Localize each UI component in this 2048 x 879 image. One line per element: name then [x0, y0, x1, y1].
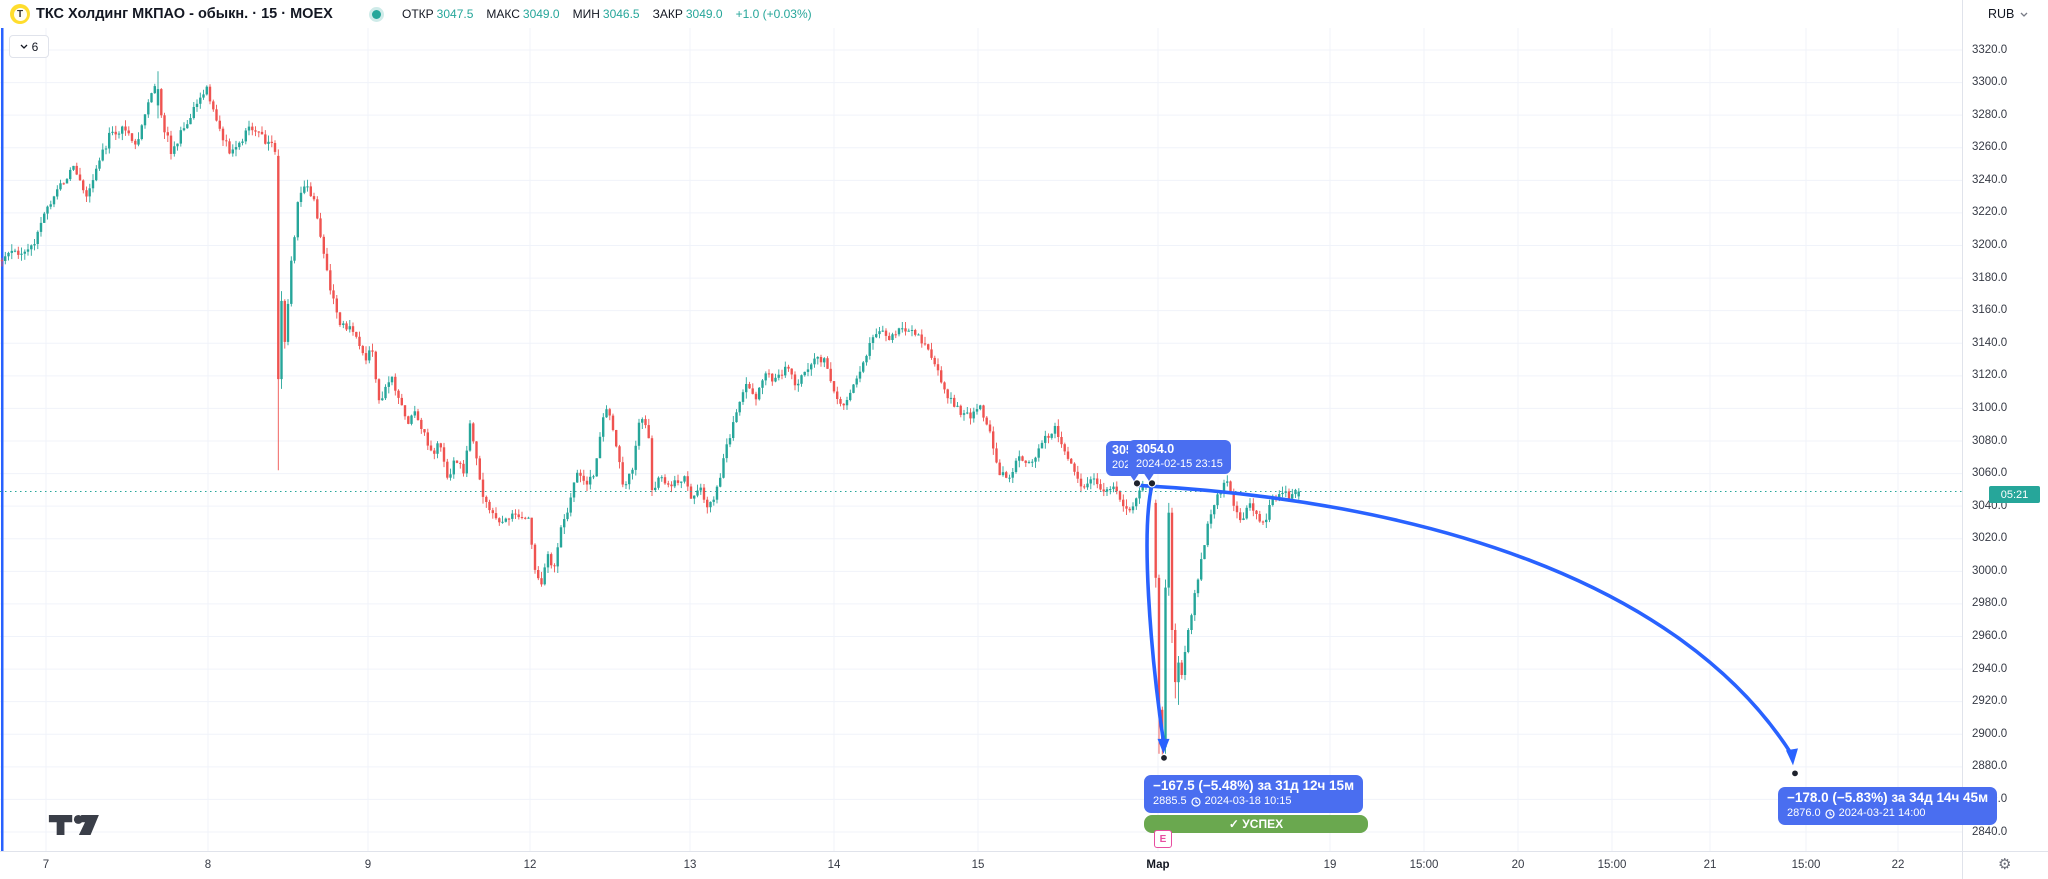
price-tick-label: 3080.0 [1972, 434, 2008, 447]
object-count: 6 [31, 39, 39, 54]
price-tick-label: 3300.0 [1972, 76, 2008, 89]
prediction-arc-2 [1135, 483, 1798, 766]
price-tick-label: 2880.0 [1972, 760, 2008, 773]
time-tick-label: 7 [42, 859, 50, 871]
ohlc-close: ЗАКР 3049.0 [652, 7, 723, 21]
axis-settings-gear-icon[interactable]: ⚙ [1998, 856, 2012, 873]
ohlc-high: МАКС 3049.0 [486, 7, 560, 21]
symbol-title[interactable]: ТКС Холдинг МКПАО - обыкн. · 15 · MOEX [36, 6, 333, 22]
ohlc-open: ОТКР 3047.5 [402, 7, 474, 21]
time-tick-label: 22 [1891, 859, 1905, 871]
ohlc-row: ОТКР 3047.5 МАКС 3049.0 МИН 3046.5 ЗАКР … [402, 7, 812, 21]
price-tick-label: 3160.0 [1972, 304, 2008, 317]
price-tick-label: 3320.0 [1972, 43, 2008, 56]
price-tick-label: 2920.0 [1972, 695, 2008, 708]
price-tick-label: 2840.0 [1972, 825, 2008, 838]
object-tree-button[interactable]: 6 [9, 35, 49, 58]
bar-countdown-label: 05:21 [1989, 486, 2040, 503]
target1-detail: 2885.5 2024-03-18 10:15 [1153, 794, 1292, 807]
prediction-success-badge[interactable]: ✓ УСПЕХ [1144, 815, 1368, 833]
tradingview-logo[interactable] [40, 815, 120, 835]
time-tick-label: 13 [683, 859, 697, 871]
prediction-arc-1 [1145, 483, 1170, 754]
earnings-event-flag[interactable]: E [1154, 830, 1172, 848]
time-tick-label: 14 [827, 859, 841, 871]
price-tick-label: 3120.0 [1972, 369, 2008, 382]
prediction-start-callout[interactable]: 3054.0 2024-02-15 23:15 [1128, 440, 1231, 475]
target2-change: −178.0 (−5.83%) за 34д 14ч 45м [1787, 790, 1989, 805]
clock-icon [1825, 809, 1835, 819]
start-price: 3054.0 [1136, 442, 1175, 456]
arc-end-dot [1791, 769, 1799, 778]
callout-pointer [1128, 472, 1140, 481]
prediction-target1-callout[interactable]: −167.5 (−5.48%) за 31д 12ч 15м 2885.5 20… [1144, 775, 1364, 813]
price-change: +1.0 (+0.03%) [735, 7, 812, 21]
time-tick-label: Мар [1146, 859, 1170, 871]
price-tick-label: 2980.0 [1972, 597, 2008, 610]
price-tick-label: 3180.0 [1972, 271, 2008, 284]
price-tick-label: 3060.0 [1972, 467, 2008, 480]
start-datetime: 2024-02-15 23:15 [1136, 457, 1223, 470]
price-tick-label: 2900.0 [1972, 727, 2008, 740]
market-status-dot-icon[interactable] [372, 10, 381, 19]
chevron-down-icon [2020, 12, 2028, 17]
time-tick-label: 8 [204, 859, 212, 871]
currency-label: RUB [1988, 7, 2015, 21]
price-tick-label: 2960.0 [1972, 630, 2008, 642]
currency-selector[interactable]: RUB [1988, 7, 2028, 21]
time-tick-label: 15:00 [1597, 859, 1627, 871]
price-tick-label: 3240.0 [1972, 173, 2008, 186]
candlestick-series [0, 71, 1300, 761]
time-tick-label: 19 [1323, 859, 1337, 871]
price-tick-label: 3140.0 [1972, 336, 2008, 349]
time-tick-label: 15 [971, 859, 985, 871]
price-tick-label: 3280.0 [1972, 108, 2008, 121]
price-tick-label: 2940.0 [1972, 662, 2008, 675]
clock-icon [1191, 797, 1201, 807]
price-tick-label: 3100.0 [1972, 401, 2008, 414]
symbol-logo-icon[interactable]: T [10, 4, 30, 24]
ohlc-low: МИН 3046.5 [572, 7, 640, 21]
callout-pointer [1143, 472, 1155, 481]
price-tick-label: 3220.0 [1972, 206, 2008, 219]
price-tick-label: 3020.0 [1972, 532, 2008, 545]
time-tick-label: 21 [1703, 859, 1717, 871]
prediction-target2-callout[interactable]: −178.0 (−5.83%) за 34д 14ч 45м 2876.0 20… [1778, 787, 1998, 825]
chevron-down-icon [20, 44, 28, 49]
time-tick-label: 12 [523, 859, 537, 871]
time-tick-label: 20 [1511, 859, 1525, 871]
target2-detail: 2876.0 2024-03-21 14:00 [1787, 806, 1926, 819]
time-tick-label: 15:00 [1409, 859, 1439, 871]
price-tick-label: 3260.0 [1972, 141, 2008, 154]
price-tick-label: 3000.0 [1972, 564, 2008, 577]
symbol-logo-letter: T [13, 7, 27, 21]
target1-change: −167.5 (−5.48%) за 31д 12ч 15м [1153, 778, 1355, 793]
price-tick-label: 3200.0 [1972, 239, 2008, 251]
arc-end-dot [1160, 753, 1168, 762]
time-tick-label: 15:00 [1791, 859, 1821, 871]
time-tick-label: 9 [364, 859, 372, 871]
